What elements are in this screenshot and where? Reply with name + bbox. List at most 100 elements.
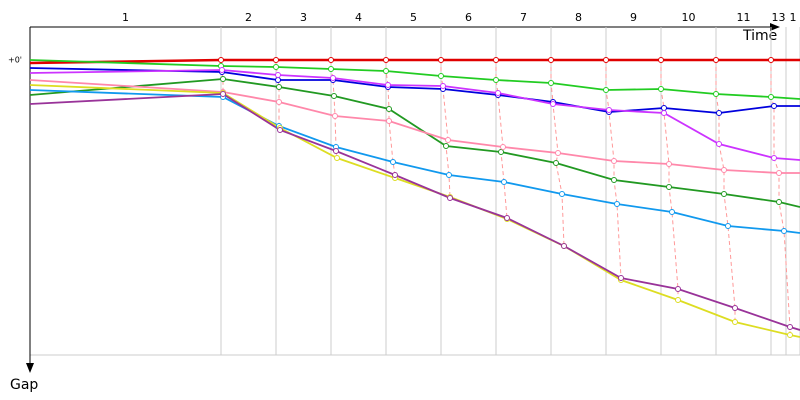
lap-marker bbox=[555, 150, 561, 156]
lap-marker bbox=[276, 84, 282, 90]
lap-marker bbox=[220, 91, 226, 97]
lap-marker bbox=[781, 228, 787, 234]
lap-marker bbox=[390, 159, 396, 165]
lap-marker bbox=[219, 67, 225, 73]
driver-line bbox=[29, 89, 800, 234]
lap-label: 11 bbox=[737, 11, 751, 24]
lap-marker bbox=[493, 77, 499, 83]
lap-marker bbox=[495, 90, 501, 96]
lap-marker bbox=[768, 57, 774, 63]
lap-marker bbox=[559, 191, 565, 197]
lap-marker bbox=[618, 275, 624, 281]
lap-label: 8 bbox=[575, 11, 582, 24]
lap-marker bbox=[561, 243, 567, 249]
lap-marker bbox=[661, 110, 667, 116]
lap-marker bbox=[787, 324, 793, 330]
lap-marker bbox=[611, 177, 617, 183]
lap-marker bbox=[553, 160, 559, 166]
driver-line bbox=[29, 59, 800, 100]
lap-marker bbox=[440, 83, 446, 89]
lap-label: 13 bbox=[772, 11, 786, 24]
lap-marker bbox=[548, 80, 554, 86]
lap-label: 4 bbox=[355, 11, 362, 24]
lap-label: 9 bbox=[630, 11, 637, 24]
lap-connector bbox=[660, 60, 679, 300]
lap-marker bbox=[330, 75, 336, 81]
lap-marker bbox=[383, 68, 389, 74]
lap-marker bbox=[606, 107, 612, 113]
lap-marker bbox=[787, 332, 793, 338]
lap-marker bbox=[276, 99, 282, 105]
lap-marker bbox=[332, 113, 338, 119]
lap-marker bbox=[669, 209, 675, 215]
lap-marker bbox=[550, 101, 556, 107]
lap-marker bbox=[334, 155, 340, 161]
lap-marker bbox=[445, 137, 451, 143]
lap-marker bbox=[716, 110, 722, 116]
lap-marker bbox=[218, 57, 224, 63]
lap-marker bbox=[732, 319, 738, 325]
lap-connector bbox=[495, 60, 508, 219]
lap-marker bbox=[725, 223, 731, 229]
lap-label: 3 bbox=[300, 11, 307, 24]
gap-arrow bbox=[26, 363, 34, 373]
lap-marker bbox=[386, 118, 392, 124]
lap-marker bbox=[501, 179, 507, 185]
lap-marker bbox=[603, 87, 609, 93]
lap-marker bbox=[658, 57, 664, 63]
lap-connector bbox=[715, 60, 736, 322]
lap-marker bbox=[771, 103, 777, 109]
lap-label: 7 bbox=[520, 11, 527, 24]
lap-marker bbox=[328, 66, 334, 72]
lap-marker bbox=[768, 94, 774, 100]
lap-marker bbox=[438, 73, 444, 79]
lap-connector bbox=[770, 60, 791, 335]
lap-marker bbox=[504, 215, 510, 221]
lap-marker bbox=[658, 86, 664, 92]
lap-marker bbox=[675, 297, 681, 303]
lap-marker bbox=[273, 64, 279, 70]
lap-marker bbox=[331, 93, 337, 99]
lap-marker bbox=[383, 57, 389, 63]
lap-marker bbox=[614, 201, 620, 207]
lap-marker bbox=[776, 199, 782, 205]
lap-label: 5 bbox=[410, 11, 417, 24]
driver-line bbox=[29, 84, 800, 338]
lap-marker bbox=[548, 57, 554, 63]
lap-label: 10 bbox=[682, 11, 696, 24]
lap-marker bbox=[275, 72, 281, 78]
lap-marker bbox=[666, 184, 672, 190]
lap-label: 1 bbox=[790, 11, 797, 24]
y-tick-label: +0' bbox=[8, 56, 22, 65]
lap-marker bbox=[716, 141, 722, 147]
lap-marker bbox=[438, 57, 444, 63]
x-axis-label: Time bbox=[742, 28, 777, 44]
lap-connector bbox=[550, 60, 565, 247]
lap-connector bbox=[605, 60, 622, 280]
driver-line bbox=[29, 58, 800, 65]
lap-marker bbox=[721, 191, 727, 197]
lap-marker bbox=[713, 57, 719, 63]
lap-marker bbox=[498, 149, 504, 155]
lap-marker bbox=[220, 76, 226, 82]
lap-marker bbox=[333, 148, 339, 154]
lap-marker bbox=[500, 144, 506, 150]
lap-marker bbox=[328, 57, 334, 63]
lap-marker bbox=[275, 77, 281, 83]
lap-marker bbox=[277, 127, 283, 133]
lap-marker bbox=[385, 82, 391, 88]
lap-marker bbox=[386, 106, 392, 112]
lap-marker bbox=[666, 161, 672, 167]
lap-marker bbox=[611, 158, 617, 164]
lap-marker bbox=[776, 170, 782, 176]
lap-marker bbox=[392, 172, 398, 178]
y-axis-label: Gap bbox=[10, 377, 38, 393]
lap-label: 1 bbox=[122, 11, 129, 24]
lap-marker bbox=[603, 57, 609, 63]
driver-line bbox=[29, 69, 800, 161]
lap-marker bbox=[675, 286, 681, 292]
lap-marker bbox=[273, 57, 279, 63]
lap-marker bbox=[771, 155, 777, 161]
lap-marker bbox=[732, 305, 738, 311]
